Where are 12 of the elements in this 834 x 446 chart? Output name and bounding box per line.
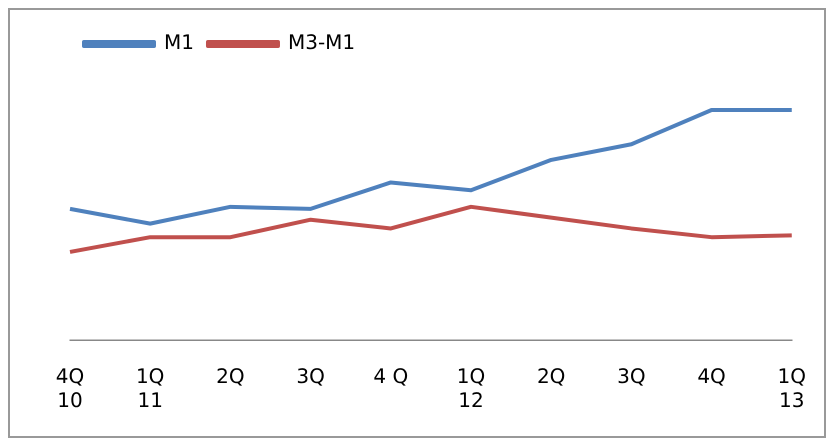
x-tick-label: 1Q 12 (456, 364, 486, 412)
x-tick-label: 1Q 11 (136, 364, 164, 412)
x-tick-label: 4 Q (373, 364, 408, 388)
x-tick-label: 1Q 13 (778, 364, 806, 412)
legend-label: M1 (164, 30, 194, 54)
x-tick-label: 2Q (216, 364, 245, 388)
x-tick-label: 4Q 10 (56, 364, 84, 412)
x-tick-label: 3Q (296, 364, 325, 388)
x-tick-label: 2Q (536, 364, 566, 388)
legend-label: M3-M1 (288, 30, 356, 54)
x-tick-label: 3Q (617, 364, 646, 388)
x-tick-label: 4Q (697, 364, 726, 388)
